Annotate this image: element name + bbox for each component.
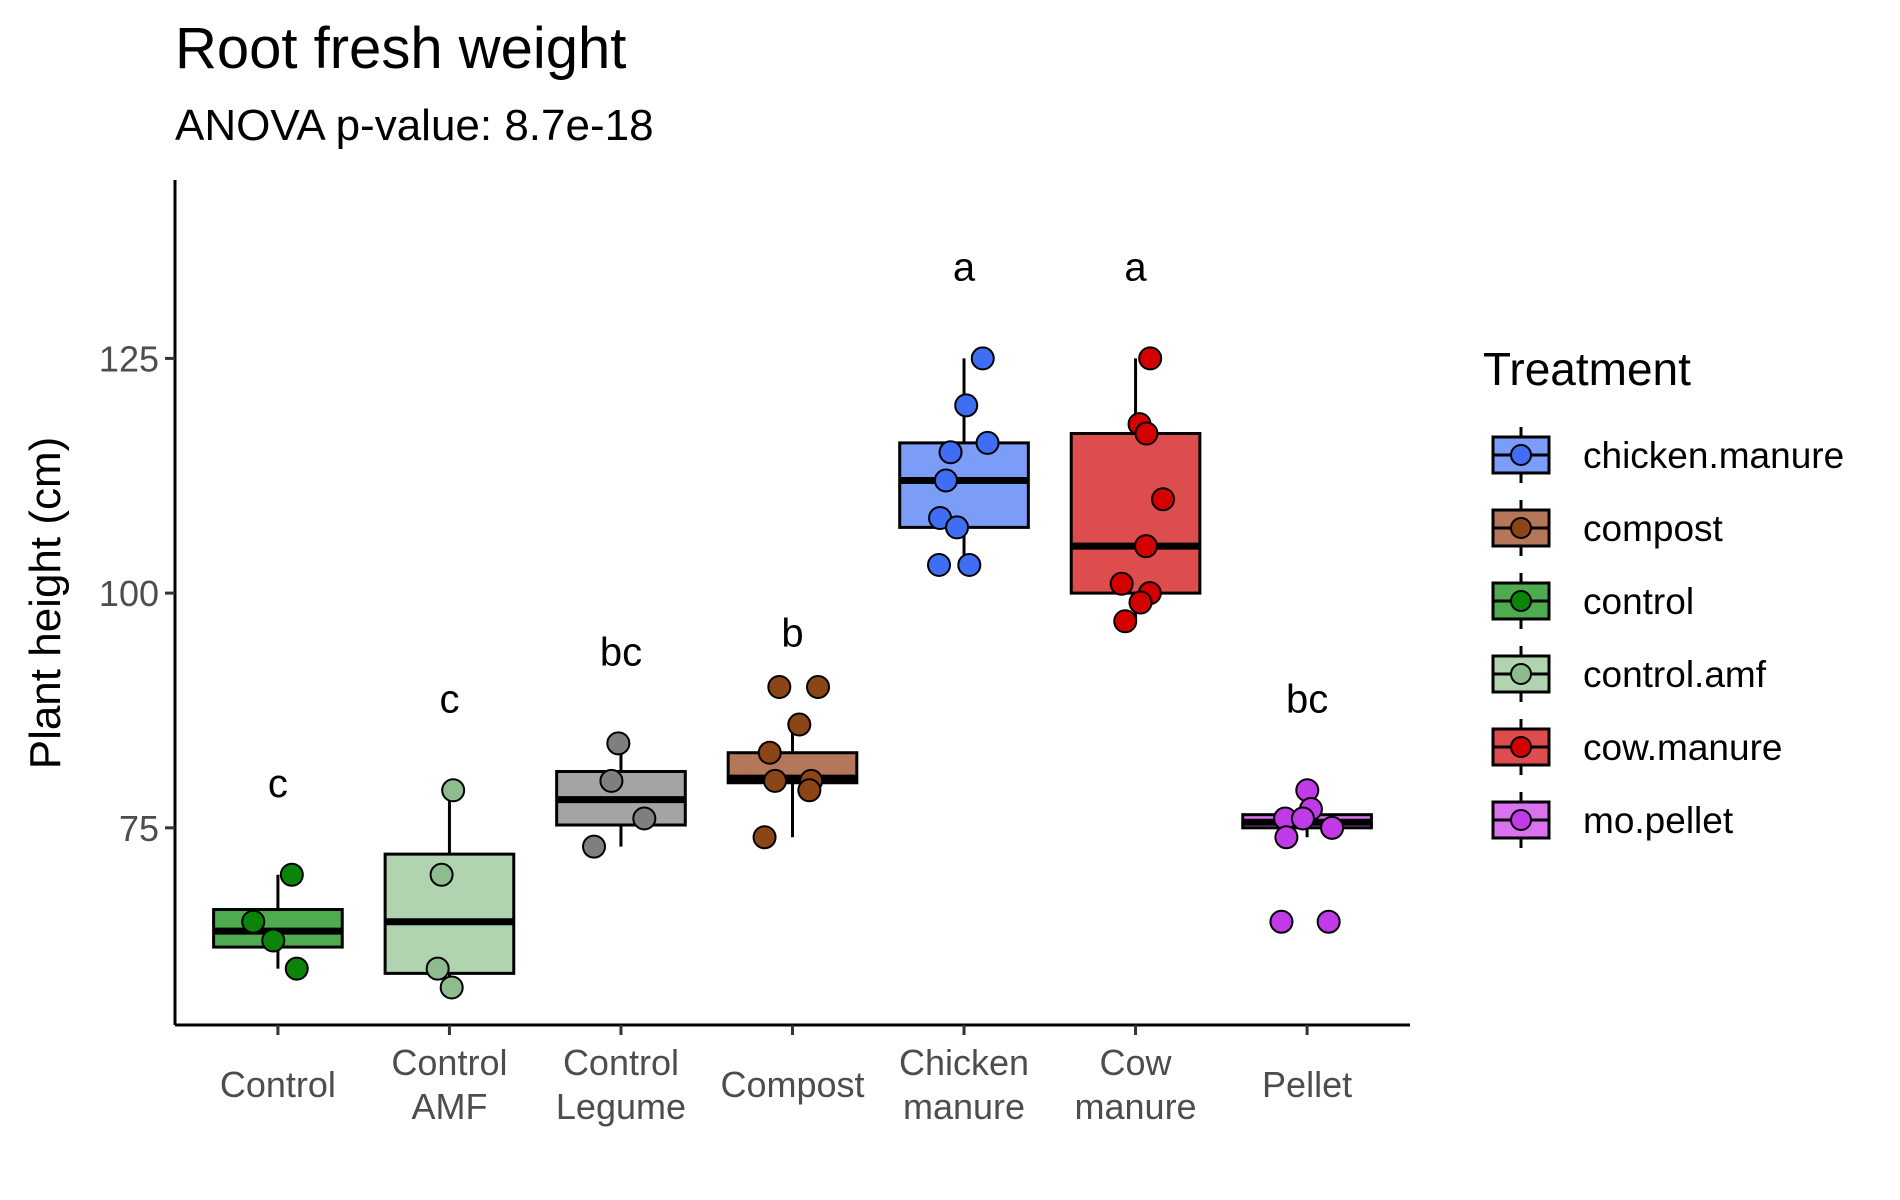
data-point [261,928,286,953]
data-point [429,862,454,887]
legend-label: mo.pellet [1583,800,1734,841]
legend-key-point [1510,736,1532,758]
legend-key-point [1510,809,1532,831]
legend-label: chicken.manure [1583,435,1844,476]
x-tick-label: Control [391,1042,507,1083]
legend-label: cow.manure [1583,727,1783,768]
data-point [1151,487,1176,512]
data-point [954,393,979,418]
chart-title: Root fresh weight [175,16,626,81]
data-point [632,806,657,831]
data-point [1128,590,1153,615]
y-tick-label: 75 [119,808,159,849]
data-point [1274,825,1299,850]
legend-label: compost [1583,508,1724,549]
significance-letter: b [781,612,803,656]
x-tick-label: Control [220,1064,336,1105]
data-point [241,909,266,934]
data-point [1134,421,1159,446]
significance-letter: a [953,245,976,289]
data-point [1269,909,1294,934]
significance-letter: a [1124,245,1147,289]
legend: chicken.manure compost control control.amf c… [1491,427,1844,848]
data-point [599,768,624,793]
data-point [957,552,982,577]
legend-title: Treatment [1483,343,1691,395]
significance-letter: bc [1286,677,1328,721]
y-tick-label: 100 [99,573,159,614]
data-point [975,430,1000,455]
data-point [582,834,607,859]
data-point [752,825,777,850]
legend-label: control [1583,581,1694,622]
data-point [797,778,822,803]
data-point [284,956,309,981]
x-tick-label: AMF [411,1086,487,1127]
chart-subtitle: ANOVA p-value: 8.7e-18 [175,101,654,150]
data-point [757,740,782,765]
data-point [1316,909,1341,934]
legend-key-point [1510,517,1532,539]
data-point [441,778,466,803]
legend-label: control.amf [1583,654,1767,695]
data-point [1109,571,1134,596]
significance-letter: c [268,762,288,806]
plot-area: 75100125ControlcControlAMFcControlLegume… [99,180,1410,1127]
y-axis-label: Plant height (cm) [21,437,70,770]
x-tick-label: manure [903,1086,1025,1127]
x-tick-label: Cow [1100,1042,1173,1083]
data-point [425,956,450,981]
data-point [945,515,970,540]
data-point [1290,806,1315,831]
x-tick-label: Legume [556,1086,686,1127]
data-point [279,862,304,887]
data-point [933,468,958,493]
data-point [763,768,788,793]
data-point [1320,815,1345,840]
significance-letter: bc [600,630,642,674]
x-tick-label: Chicken [899,1042,1029,1083]
data-point [806,675,831,699]
data-point [1138,346,1163,371]
data-point [767,675,792,699]
data-point [970,346,995,371]
data-point [1113,609,1138,634]
box-body [1069,432,1202,595]
x-tick-label: manure [1075,1086,1197,1127]
data-point [439,975,464,1000]
legend-key-point [1510,444,1532,466]
legend-key-point [1510,663,1532,685]
data-point [1133,534,1158,559]
significance-letter: c [439,677,459,721]
data-point [938,440,963,465]
x-tick-label: Control [563,1042,679,1083]
x-tick-label: Pellet [1262,1064,1352,1105]
x-tick-label: Compost [720,1064,864,1105]
data-point [606,731,631,756]
legend-key-point [1510,590,1532,612]
box-body [898,441,1030,529]
y-tick-label: 125 [99,338,159,379]
data-point [927,552,952,577]
data-point [787,712,812,737]
